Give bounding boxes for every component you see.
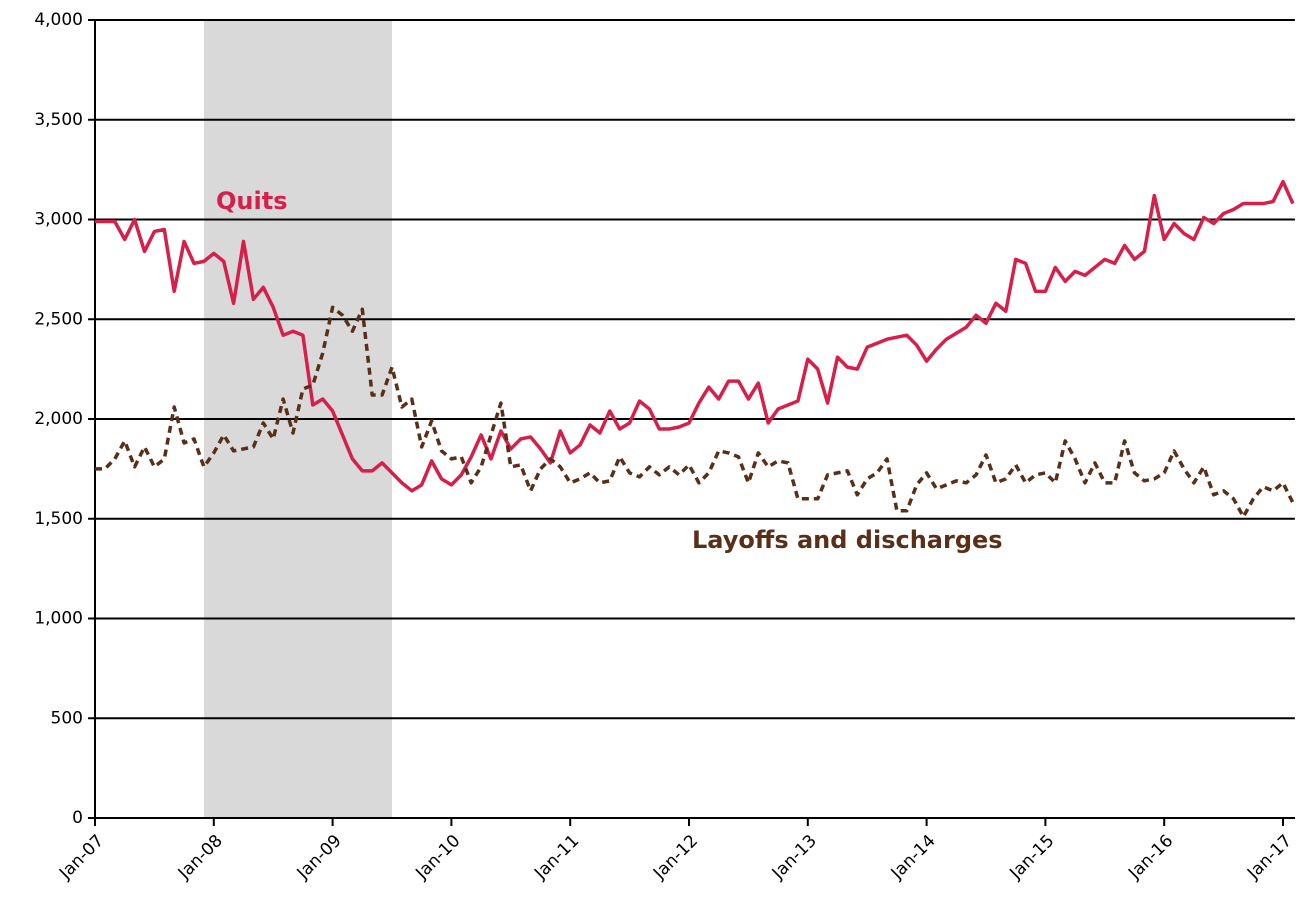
y-tick-label: 500 <box>51 708 83 728</box>
x-tick-label: Jan-08 <box>174 831 227 884</box>
x-tick-label: Jan-16 <box>1124 831 1177 884</box>
x-tick-label: Jan-07 <box>55 831 108 884</box>
y-tick-label: 3,500 <box>34 110 83 130</box>
series-label: Quits <box>216 187 287 215</box>
series-line <box>95 179 1295 493</box>
x-tick-label: Jan-13 <box>768 831 821 884</box>
x-tick-label: Jan-15 <box>1005 831 1058 884</box>
x-tick-label: Jan-14 <box>887 831 940 884</box>
y-tick-label: 2,000 <box>34 409 83 429</box>
y-tick-label: 2,500 <box>34 309 83 329</box>
x-tick-label: Jan-09 <box>293 831 346 884</box>
y-tick-label: 4,000 <box>34 10 83 30</box>
y-tick-label: 0 <box>72 808 83 828</box>
x-tick-label: Jan-10 <box>411 831 464 884</box>
x-tick-label: Jan-12 <box>649 831 702 884</box>
series-label: Layoffs and discharges <box>692 526 1003 554</box>
x-tick-label: Jan-17 <box>1243 831 1296 884</box>
x-tick-label: Jan-11 <box>530 831 583 884</box>
y-tick-label: 3,000 <box>34 210 83 230</box>
y-tick-label: 1,500 <box>34 509 83 529</box>
y-tick-label: 1,000 <box>34 609 83 629</box>
